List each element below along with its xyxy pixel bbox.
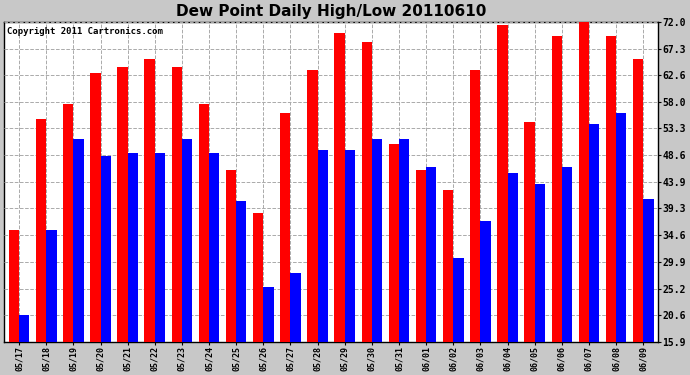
Bar [101, 156, 111, 375]
Bar [290, 273, 301, 375]
Bar [497, 25, 508, 375]
Bar [579, 22, 589, 375]
Bar [317, 150, 328, 375]
Bar [535, 184, 545, 375]
Bar [335, 33, 345, 375]
Bar [128, 153, 138, 375]
Bar [236, 201, 246, 375]
Bar [19, 315, 30, 375]
Bar [508, 173, 518, 375]
Bar [46, 230, 57, 375]
Bar [388, 144, 399, 375]
Bar [453, 258, 464, 375]
Bar [589, 124, 600, 375]
Bar [480, 221, 491, 375]
Bar [63, 104, 73, 375]
Bar [606, 36, 616, 375]
Bar [362, 42, 372, 375]
Bar [470, 70, 480, 375]
Bar [399, 139, 409, 375]
Bar [633, 59, 643, 375]
Bar [307, 70, 317, 375]
Bar [182, 139, 193, 375]
Bar [144, 59, 155, 375]
Bar [562, 167, 572, 375]
Bar [226, 170, 236, 375]
Bar [616, 113, 627, 375]
Text: Copyright 2011 Cartronics.com: Copyright 2011 Cartronics.com [8, 27, 164, 36]
Bar [551, 36, 562, 375]
Bar [117, 68, 128, 375]
Bar [36, 118, 46, 375]
Bar [264, 287, 274, 375]
Bar [372, 139, 382, 375]
Bar [172, 68, 182, 375]
Bar [345, 150, 355, 375]
Title: Dew Point Daily High/Low 20110610: Dew Point Daily High/Low 20110610 [176, 4, 486, 19]
Bar [280, 113, 290, 375]
Bar [643, 198, 653, 375]
Bar [524, 122, 535, 375]
Bar [416, 170, 426, 375]
Bar [253, 213, 264, 375]
Bar [209, 153, 219, 375]
Bar [443, 190, 453, 375]
Bar [90, 73, 101, 375]
Bar [199, 104, 209, 375]
Bar [9, 230, 19, 375]
Bar [155, 153, 165, 375]
Bar [73, 139, 83, 375]
Bar [426, 167, 437, 375]
